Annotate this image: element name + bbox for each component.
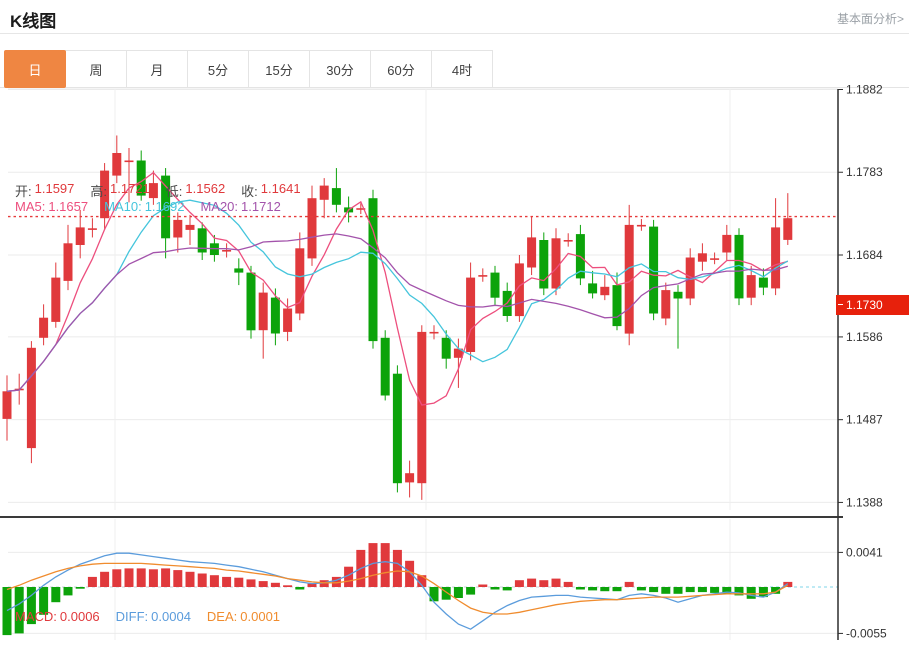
ma20: MA20: 1.1712 [200, 199, 280, 214]
diff-reading-value: 0.0004 [151, 609, 191, 624]
ma-info-row: MA5: 1.1657 MA10: 1.1692 MA20: 1.1712 [15, 199, 281, 214]
macd-reading: MACD: 0.0006 [15, 609, 100, 624]
ma10-value: 1.1692 [144, 199, 185, 214]
tabbar-border [0, 87, 909, 88]
svg-text:0.0041: 0.0041 [846, 545, 883, 559]
macd-info-row: MACD: 0.0006 DIFF: 0.0004 DEA: 0.0001 [15, 609, 280, 624]
interval-tabs: 日周月 5分 15分 30分 60分 4时 [4, 50, 493, 88]
macd-reading-value: 0.0006 [59, 609, 100, 624]
svg-text:-0.0055: -0.0055 [846, 626, 887, 640]
ohlc-close-value: 1.1641 [260, 181, 301, 196]
svg-text:1.1882: 1.1882 [846, 83, 883, 97]
ohlc-low-label: 低: [165, 184, 183, 199]
price-axis-labels: 1.1882 1.1783 1.1684 1.1586 1.1487 1.1388 [838, 83, 883, 509]
ohlc-open-value: 1.1597 [34, 181, 75, 196]
page-title: K线图 [10, 12, 57, 31]
macd-dea-line [6, 562, 789, 615]
svg-text:1.1487: 1.1487 [846, 413, 883, 427]
tab-15分[interactable]: 15分 [248, 50, 310, 88]
macd-diff-line [6, 552, 789, 630]
svg-text:1.1586: 1.1586 [846, 330, 883, 344]
svg-text:1.1783: 1.1783 [846, 165, 883, 179]
header-divider [0, 33, 909, 34]
ohlc-info-row: 开: 1.1597 高: 1.1721 低: 1.1562 收: 1.1641 [15, 181, 301, 200]
dea-reading: DEA: 0.0001 [207, 609, 280, 624]
ma20-line [6, 233, 788, 392]
ma10: MA10: 1.1692 [104, 199, 184, 214]
dea-reading-value: 0.0001 [240, 609, 281, 624]
ma10-line [6, 199, 789, 392]
current-price-badge: 1.1730 [836, 295, 909, 315]
macd-axis-labels: 0.0041 -0.0055 [838, 545, 887, 640]
tab-5分[interactable]: 5分 [187, 50, 249, 88]
macd-gridlines [8, 551, 838, 634]
ma5-value: 1.1657 [48, 199, 89, 214]
tab-月[interactable]: 月 [126, 50, 188, 88]
ohlc-low-value: 1.1562 [185, 181, 226, 196]
ma5: MA5: 1.1657 [15, 199, 88, 214]
fundamental-analysis-link[interactable]: 基本面分析> [836, 12, 904, 26]
ohlc-open-label: 开: [15, 184, 32, 199]
tab-60分[interactable]: 60分 [370, 50, 432, 88]
ohlc-high: 高: 1.1721 [90, 181, 149, 200]
tab-日[interactable]: 日 [4, 50, 66, 88]
ohlc-close: 收: 1.1641 [241, 181, 300, 200]
chart-area[interactable]: 1.1882 1.1783 1.1684 1.1586 1.1487 1.1388 0.00… [0, 83, 909, 645]
ma10-label: MA10: [104, 199, 142, 214]
ohlc-close-label: 收: [241, 184, 258, 199]
dea-reading-label: DEA: [206, 609, 238, 624]
ma20-label: MA20: [200, 199, 239, 214]
ohlc-low: 低: 1.1562 [166, 181, 225, 200]
tab-30分[interactable]: 30分 [309, 50, 371, 88]
ma20-value: 1.1712 [241, 199, 281, 214]
ohlc-open: 开: 1.1597 [15, 181, 74, 200]
diff-reading-label: DIFF: [115, 609, 149, 624]
macd-reading-label: MACD: [15, 609, 57, 624]
svg-text:1.1684: 1.1684 [846, 248, 883, 262]
diff-reading: DIFF: 0.0004 [116, 609, 191, 624]
ma5-label: MA5: [15, 199, 46, 214]
ma5-line [6, 171, 788, 406]
svg-text:1.1388: 1.1388 [846, 495, 883, 509]
ohlc-high-label: 高: [90, 184, 108, 199]
ohlc-high-value: 1.1721 [110, 181, 150, 196]
